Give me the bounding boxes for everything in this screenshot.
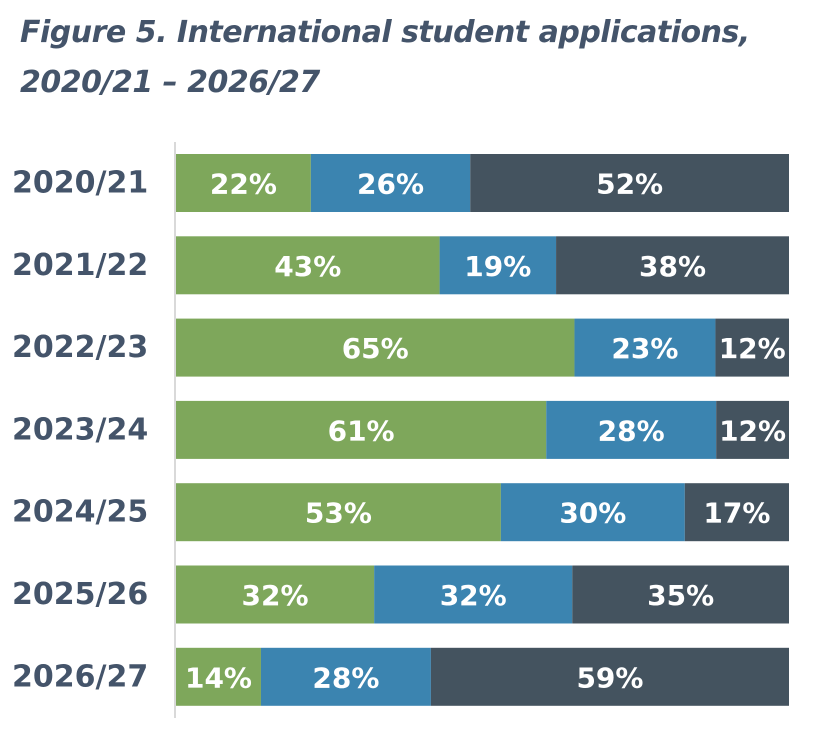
data-label: 53% (305, 497, 372, 530)
bar-segment (684, 483, 789, 542)
data-label: 12% (719, 332, 786, 365)
data-label: 28% (598, 414, 665, 447)
bar-segment (470, 154, 789, 212)
data-label: 26% (357, 168, 424, 201)
bar-segment (716, 400, 789, 459)
category-label: 2024/25 (12, 495, 148, 530)
data-label: 59% (576, 661, 643, 694)
chart-title-line-1: Figure 5. International student applicat… (20, 15, 750, 50)
category-label: 2025/26 (12, 577, 148, 612)
bar-segment (500, 483, 685, 542)
data-label: 19% (464, 250, 531, 283)
category-label: 2022/23 (12, 330, 148, 365)
bar-segment (715, 318, 789, 377)
data-label: 32% (440, 579, 507, 612)
bar-segment (176, 318, 575, 377)
bar-segment (176, 565, 375, 624)
bar-segment (556, 236, 789, 295)
data-label: 30% (559, 497, 626, 530)
bar-segment (176, 400, 547, 459)
bar-segment (374, 565, 573, 624)
bar-segment (430, 647, 789, 706)
data-label: 43% (274, 250, 341, 283)
category-label: 2020/21 (12, 166, 148, 201)
data-label: 65% (342, 332, 409, 365)
data-label: 22% (210, 168, 277, 201)
data-label: 61% (328, 414, 395, 447)
bar-segment (176, 236, 440, 295)
bar-segment (572, 565, 789, 624)
data-label: 12% (719, 414, 786, 447)
bar-segment (310, 154, 471, 212)
bar-segment (176, 483, 501, 542)
data-label: 32% (242, 579, 309, 612)
category-label: 2026/27 (12, 659, 148, 694)
data-label: 17% (703, 497, 770, 530)
bar-segment (439, 236, 557, 295)
chart-title-line-2: 2020/21 – 2026/27 (20, 65, 320, 100)
category-label: 2023/24 (12, 412, 148, 447)
data-label: 23% (611, 332, 678, 365)
chart-title: Figure 5. International student applicat… (20, 8, 810, 108)
bar-segment (176, 154, 311, 212)
bar-segment (176, 647, 261, 706)
bar-segment (260, 647, 431, 706)
category-label: 2021/22 (12, 248, 148, 283)
bar-segment (574, 318, 716, 377)
data-label: 14% (185, 661, 252, 694)
data-label: 35% (647, 579, 714, 612)
data-label: 38% (639, 250, 706, 283)
bar-segment (546, 400, 717, 459)
data-label: 52% (596, 168, 663, 201)
data-label: 28% (312, 661, 379, 694)
